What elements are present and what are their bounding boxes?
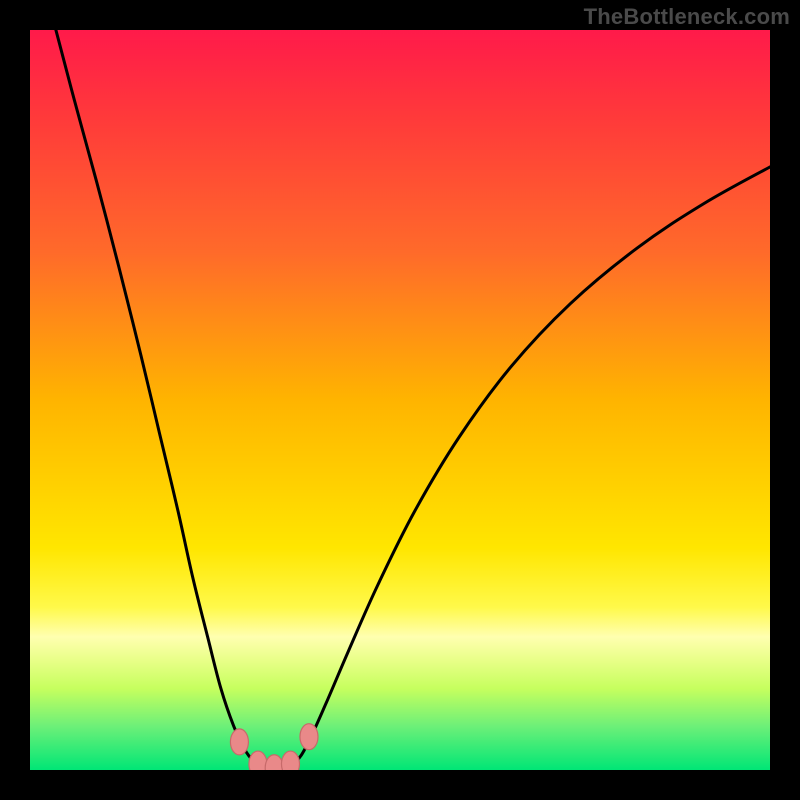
plot-area [30,30,770,770]
chart-frame: TheBottleneck.com [0,0,800,800]
gradient-background [30,30,770,770]
data-marker [249,751,267,770]
data-marker [281,751,299,770]
data-marker [300,724,318,750]
bottleneck-chart [30,30,770,770]
data-marker [230,729,248,755]
watermark-text: TheBottleneck.com [584,4,790,30]
